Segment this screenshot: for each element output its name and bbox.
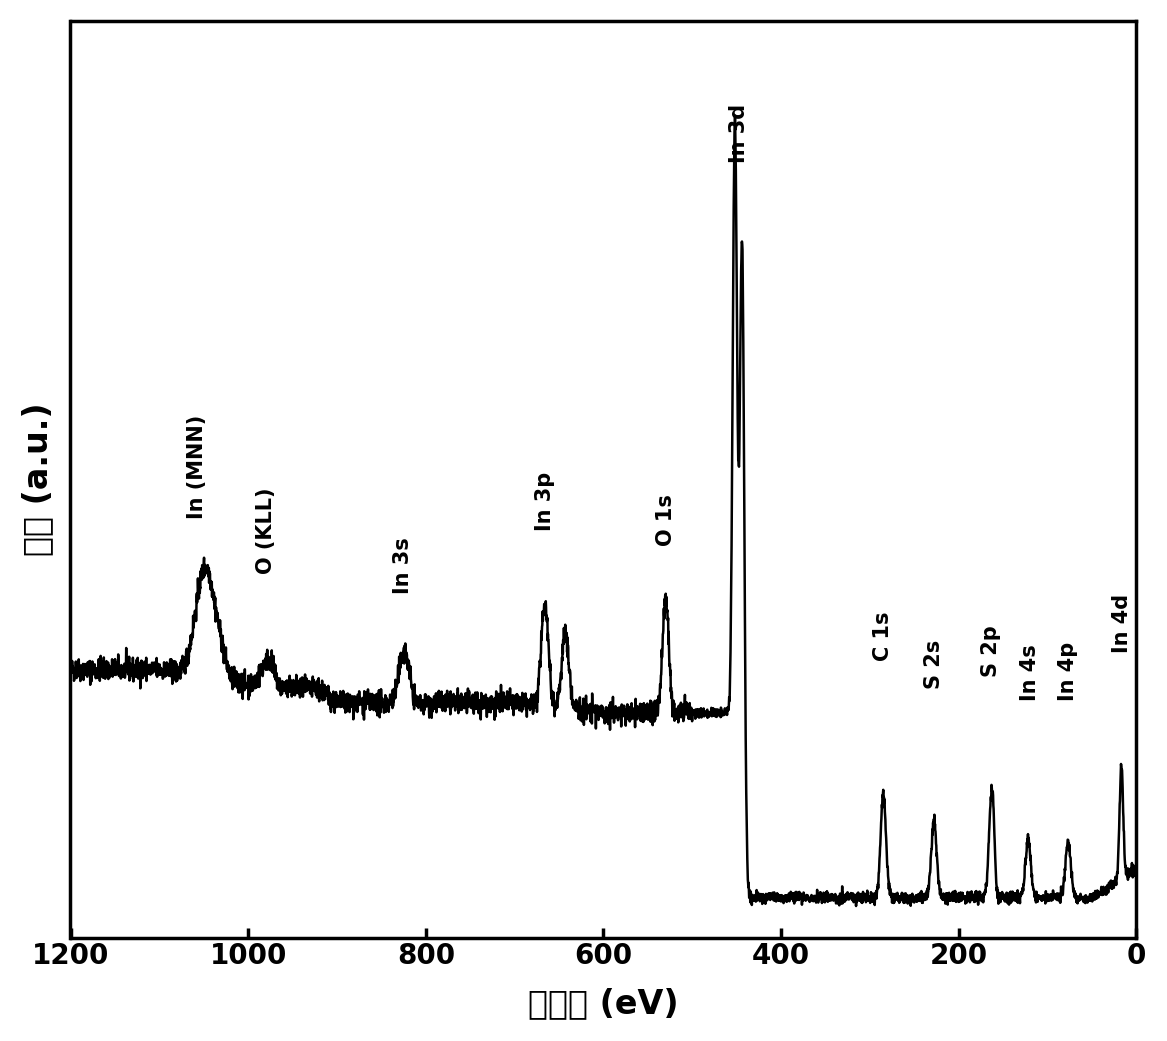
Text: In 4s: In 4s	[1020, 643, 1040, 701]
Text: In 4d: In 4d	[1112, 594, 1132, 653]
Text: In 3p: In 3p	[534, 472, 554, 531]
Text: O (KLL): O (KLL)	[256, 487, 275, 574]
Y-axis label: 强度 (a.u.): 强度 (a.u.)	[21, 403, 54, 556]
Text: In 3s: In 3s	[393, 537, 413, 593]
Text: S 2s: S 2s	[924, 639, 944, 689]
Text: In (MNN): In (MNN)	[187, 414, 207, 518]
Text: In 3d: In 3d	[728, 104, 748, 163]
Text: In 4p: In 4p	[1058, 641, 1078, 701]
Text: C 1s: C 1s	[873, 611, 893, 661]
Text: S 2p: S 2p	[980, 625, 1001, 677]
X-axis label: 结合能 (eV): 结合能 (eV)	[529, 987, 679, 1020]
Text: O 1s: O 1s	[656, 494, 676, 547]
